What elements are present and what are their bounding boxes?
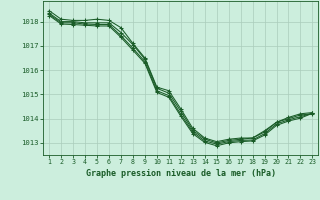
X-axis label: Graphe pression niveau de la mer (hPa): Graphe pression niveau de la mer (hPa) xyxy=(86,169,276,178)
